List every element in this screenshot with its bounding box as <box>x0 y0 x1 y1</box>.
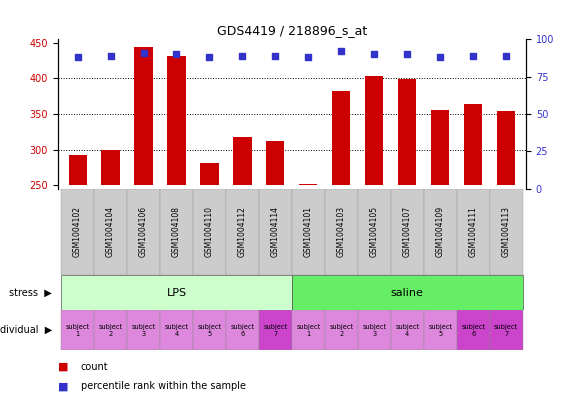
Bar <box>332 91 350 185</box>
Text: GSM1004103: GSM1004103 <box>337 206 346 257</box>
Title: GDS4419 / 218896_s_at: GDS4419 / 218896_s_at <box>217 24 367 37</box>
Text: GSM1004104: GSM1004104 <box>106 206 115 257</box>
Text: subject
1: subject 1 <box>65 323 90 337</box>
Bar <box>127 189 160 275</box>
Text: GSM1004109: GSM1004109 <box>436 206 444 257</box>
Bar <box>292 189 325 275</box>
Text: subject
2: subject 2 <box>329 323 353 337</box>
Bar <box>424 310 457 350</box>
Text: GSM1004101: GSM1004101 <box>304 206 313 257</box>
Bar <box>457 189 490 275</box>
Point <box>172 51 181 57</box>
Text: saline: saline <box>391 288 424 298</box>
Bar <box>358 189 391 275</box>
Bar <box>391 189 424 275</box>
Bar <box>431 110 449 185</box>
Text: subject
5: subject 5 <box>198 323 221 337</box>
Point <box>304 54 313 61</box>
Text: subject
4: subject 4 <box>164 323 188 337</box>
Bar <box>490 310 523 350</box>
Text: subject
6: subject 6 <box>461 323 486 337</box>
Bar <box>325 310 358 350</box>
Bar <box>127 310 160 350</box>
Point <box>106 53 115 59</box>
Text: subject
3: subject 3 <box>131 323 155 337</box>
Bar <box>193 310 226 350</box>
Bar <box>457 310 490 350</box>
Bar <box>490 189 523 275</box>
Text: subject
3: subject 3 <box>362 323 386 337</box>
Text: GSM1004111: GSM1004111 <box>469 206 478 257</box>
Bar <box>61 275 292 310</box>
Bar <box>61 189 94 275</box>
Bar <box>226 189 259 275</box>
Point <box>271 53 280 59</box>
Text: stress  ▶: stress ▶ <box>9 288 52 298</box>
Bar <box>365 75 383 185</box>
Bar <box>160 189 193 275</box>
Text: GSM1004102: GSM1004102 <box>73 206 82 257</box>
Point <box>337 48 346 54</box>
Bar <box>497 111 515 185</box>
Text: LPS: LPS <box>166 288 187 298</box>
Bar <box>299 184 317 185</box>
Point <box>436 54 445 61</box>
Bar <box>424 189 457 275</box>
Text: individual  ▶: individual ▶ <box>0 325 52 335</box>
Point <box>502 53 511 59</box>
Bar <box>292 275 523 310</box>
Bar <box>69 155 87 185</box>
Text: GSM1004114: GSM1004114 <box>271 206 280 257</box>
Text: subject
7: subject 7 <box>494 323 518 337</box>
Bar <box>398 79 416 185</box>
Bar <box>102 149 120 185</box>
Text: GSM1004112: GSM1004112 <box>238 206 247 257</box>
Point <box>469 53 478 59</box>
Text: subject
4: subject 4 <box>395 323 420 337</box>
Bar <box>94 189 127 275</box>
Text: subject
7: subject 7 <box>264 323 287 337</box>
Bar <box>325 189 358 275</box>
Text: GSM1004105: GSM1004105 <box>370 206 379 257</box>
Bar <box>201 163 218 185</box>
Bar <box>464 104 482 185</box>
Text: GSM1004106: GSM1004106 <box>139 206 148 257</box>
Text: percentile rank within the sample: percentile rank within the sample <box>81 381 246 391</box>
Text: subject
6: subject 6 <box>231 323 254 337</box>
Bar <box>61 310 94 350</box>
Text: GSM1004110: GSM1004110 <box>205 206 214 257</box>
Text: subject
5: subject 5 <box>428 323 453 337</box>
Bar <box>135 47 153 185</box>
Text: subject
2: subject 2 <box>98 323 123 337</box>
Bar <box>259 310 292 350</box>
Bar <box>358 310 391 350</box>
Text: count: count <box>81 362 109 371</box>
Text: GSM1004113: GSM1004113 <box>502 206 511 257</box>
Text: ■: ■ <box>58 381 68 391</box>
Point <box>370 51 379 57</box>
Bar <box>234 137 251 185</box>
Point <box>403 51 412 57</box>
Text: GSM1004108: GSM1004108 <box>172 206 181 257</box>
Point <box>139 50 148 56</box>
Bar <box>292 310 325 350</box>
Bar <box>266 141 284 185</box>
Bar <box>259 189 292 275</box>
Bar <box>193 189 226 275</box>
Bar <box>160 310 193 350</box>
Point <box>205 54 214 61</box>
Bar <box>94 310 127 350</box>
Bar <box>168 56 186 185</box>
Text: GSM1004107: GSM1004107 <box>403 206 412 257</box>
Point <box>238 53 247 59</box>
Text: ■: ■ <box>58 362 68 371</box>
Text: subject
1: subject 1 <box>297 323 320 337</box>
Bar <box>226 310 259 350</box>
Point <box>73 54 82 61</box>
Bar <box>391 310 424 350</box>
